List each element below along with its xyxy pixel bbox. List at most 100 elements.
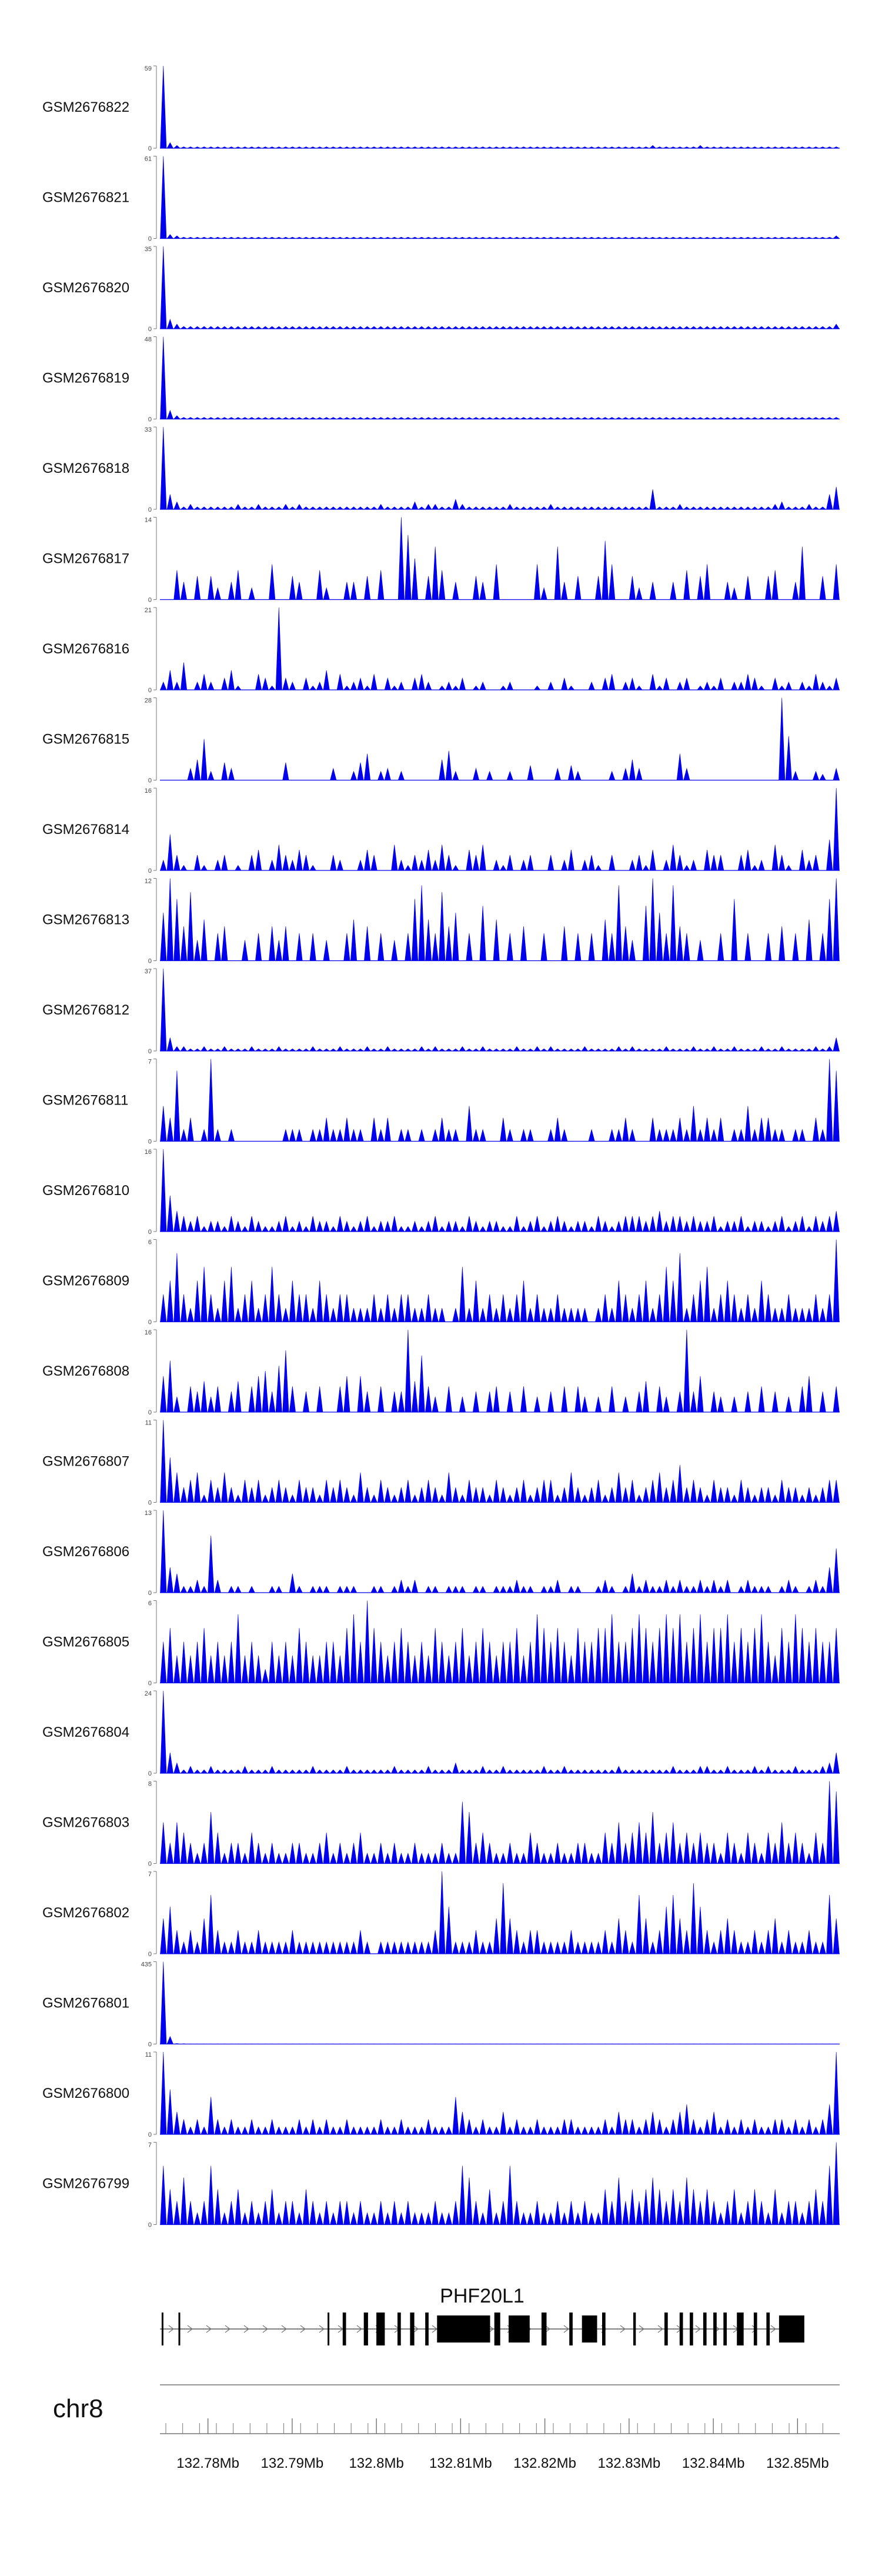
gene-exon [679,2313,683,2345]
strand-arrow [639,2325,645,2333]
axis-tick-label: 132.84Mb [682,2455,745,2471]
axis-tick-label: 132.79Mb [261,2455,324,2471]
coverage-area [160,1690,840,1774]
track-GSM2676803: GSM2676803 8 0 [42,1781,840,1868]
coverage-area [160,426,840,510]
gene-exon [737,2313,744,2345]
gene-exon [569,2313,573,2345]
axis-tick-label: 132.82Mb [513,2455,576,2471]
strand-arrow [206,2325,212,2333]
track-GSM2676805: GSM2676805 6 0 [42,1600,840,1687]
gene-exon [363,2313,368,2345]
track-label: GSM2676806 [42,1544,129,1560]
track-ymax-label: 33 [145,426,152,433]
track-label: GSM2676811 [42,1093,128,1109]
track-ymin-label: 0 [148,2041,152,2048]
track-ymax-label: 11 [145,2051,152,2058]
coverage-area [160,1420,840,1503]
track-label: GSM2676804 [42,1724,129,1740]
track-GSM2676801: GSM2676801 435 0 [42,1961,840,2048]
gene-annotation-track: PHF20L1 [160,2285,804,2345]
gene-exon [690,2313,693,2345]
gene-exon [376,2313,385,2345]
track-GSM2676799: GSM2676799 7 0 [42,2142,840,2229]
track-label: GSM2676817 [42,551,129,567]
track-label: GSM2676802 [42,1905,129,1921]
strand-arrow [432,2325,438,2333]
track-ymin-label: 0 [148,1770,152,1777]
gene-exon [713,2313,717,2345]
track-GSM2676822: GSM2676822 59 0 [42,65,840,152]
track-ymax-label: 7 [148,1871,152,1878]
gene-exon [602,2313,606,2345]
track-label: GSM2676812 [42,1002,129,1018]
coverage-area [160,2142,840,2225]
track-ymin-label: 0 [148,1409,152,1416]
coverage-area [160,968,840,1052]
strand-arrow [620,2325,626,2333]
track-GSM2676806: GSM2676806 13 0 [42,1510,840,1597]
track-label: GSM2676800 [42,2086,129,2101]
strand-arrow [563,2325,570,2333]
strand-arrow [243,2325,250,2333]
track-ymax-label: 12 [145,878,152,885]
coverage-area [160,156,840,239]
track-ymax-label: 6 [148,1600,152,1607]
track-ymin-label: 0 [148,1680,152,1687]
coverage-area [160,607,840,690]
coverage-area [160,336,840,419]
strand-arrow [544,2325,551,2333]
strand-arrow [300,2325,306,2333]
gene-exon [509,2315,530,2343]
track-ymax-label: 59 [145,65,152,72]
track-label: GSM2676819 [42,371,129,386]
gene-exon [328,2313,330,2345]
track-GSM2676802: GSM2676802 7 0 [42,1871,840,1958]
track-ymin-label: 0 [148,416,152,423]
track-ymax-label: 11 [145,1420,152,1427]
track-ymax-label: 16 [145,1149,152,1156]
track-label: GSM2676807 [42,1454,129,1470]
strand-arrow [168,2325,175,2333]
gene-exon [664,2313,668,2345]
track-ymin-label: 0 [148,1951,152,1958]
coverage-area [160,698,840,780]
track-GSM2676811: GSM2676811 7 0 [42,1059,840,1146]
track-ymin-label: 0 [148,326,152,333]
track-ymax-label: 13 [145,1510,152,1517]
coverage-area [160,2051,840,2135]
track-ymax-label: 7 [148,1059,152,1066]
track-GSM2676809: GSM2676809 6 0 [42,1239,840,1326]
track-GSM2676814: GSM2676814 16 0 [42,788,840,875]
gene-exons [161,2313,804,2345]
track-ymin-label: 0 [148,687,152,694]
coverage-area [160,1600,840,1683]
strand-arrow [319,2325,325,2333]
gene-exon [397,2313,401,2345]
track-ymax-label: 16 [145,788,152,795]
axis-tick-label: 132.78Mb [176,2455,239,2471]
gene-exon [582,2315,597,2343]
track-ymin-label: 0 [148,778,152,785]
gene-exon [425,2313,429,2345]
track-label: GSM2676816 [42,641,129,657]
track-ymin-label: 0 [148,236,152,243]
track-ymin-label: 0 [148,1590,152,1597]
strand-arrow [356,2325,363,2333]
coverage-area [160,1149,840,1232]
track-label: GSM2676808 [42,1363,129,1379]
coverage-area [160,65,840,149]
gene-exon [633,2313,636,2345]
gene-exon [437,2315,490,2343]
track-ymin-label: 0 [148,1139,152,1146]
gene-exon [161,2313,163,2345]
track-GSM2676817: GSM2676817 14 0 [42,517,840,604]
coverage-area [160,1961,840,2044]
track-label: GSM2676810 [42,1183,129,1199]
track-label: GSM2676809 [42,1273,129,1289]
track-ymax-label: 35 [145,246,152,253]
track-GSM2676818: GSM2676818 33 0 [42,426,840,513]
axis-tick-label: 132.85Mb [766,2455,829,2471]
track-label: GSM2676820 [42,280,129,296]
track-label: GSM2676822 [42,99,129,115]
